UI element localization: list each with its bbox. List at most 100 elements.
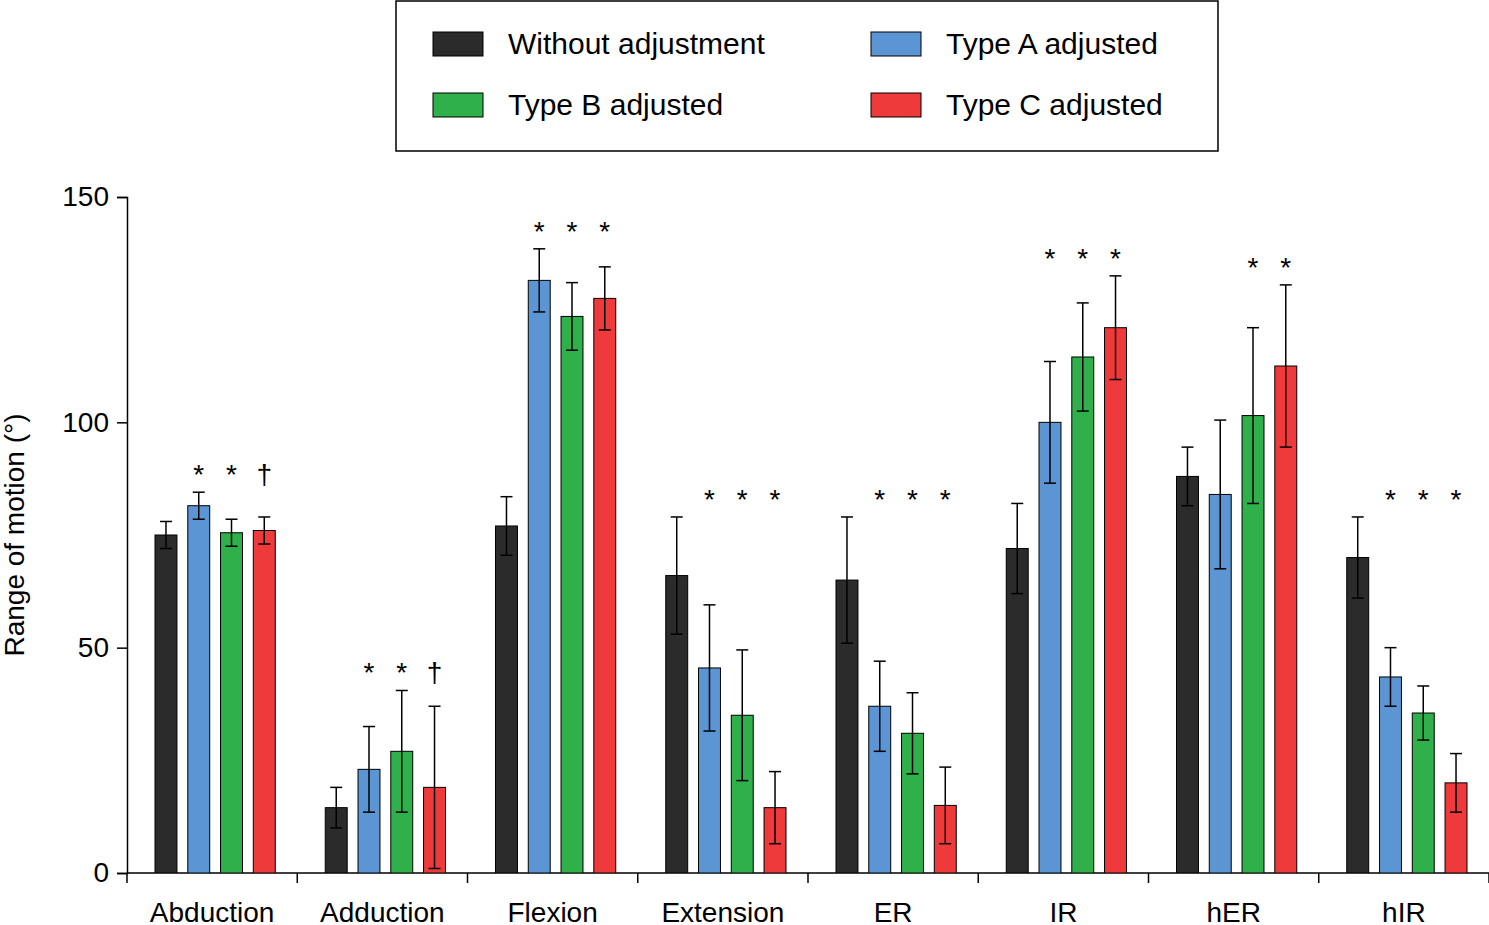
legend-frame: [396, 1, 1218, 151]
y-tick-label: 50: [78, 632, 109, 663]
bar: [1347, 558, 1369, 873]
error-bar-cap: [258, 543, 270, 545]
error-bar-stem: [1252, 328, 1254, 504]
x-tick-mark: [637, 873, 639, 883]
error-bar-cap: [1280, 284, 1292, 286]
significance-marker: *: [1045, 243, 1056, 274]
error-bar-cap: [533, 311, 545, 313]
significance-marker: *: [599, 216, 610, 247]
error-bar-cap: [396, 690, 408, 692]
significance-marker: *: [396, 657, 407, 688]
significance-marker: *: [704, 484, 715, 515]
error-bar-stem: [264, 517, 266, 544]
error-bar-cap: [258, 516, 270, 518]
x-tick-label: Adduction: [320, 897, 445, 925]
significance-marker: *: [1418, 484, 1429, 515]
error-bar-cap: [226, 518, 238, 520]
significance-marker: *: [1385, 484, 1396, 515]
y-tick-label: 100: [62, 407, 109, 438]
error-bar-cap: [1077, 410, 1089, 412]
y-tick-mark: [117, 422, 127, 424]
y-tick: 150: [62, 181, 127, 212]
error-bar-cap: [1044, 361, 1056, 363]
error-bar-stem: [538, 249, 540, 312]
error-bar-stem: [1082, 303, 1084, 411]
error-bar-cap: [193, 518, 205, 520]
error-bar-cap: [1450, 753, 1462, 755]
error-bar-stem: [1187, 447, 1189, 506]
error-bar-stem: [165, 521, 167, 548]
error-bar-cap: [769, 843, 781, 845]
error-bar: [1280, 285, 1292, 447]
error-bar-cap: [1181, 505, 1193, 507]
x-tick-label: Flexion: [507, 897, 597, 925]
series: [188, 249, 1402, 873]
error-bar: [429, 706, 441, 868]
error-bar: [258, 517, 270, 544]
error-bar: [1181, 447, 1193, 506]
error-bar: [1110, 276, 1122, 380]
error-bar-cap: [226, 546, 238, 548]
error-bar-stem: [879, 661, 881, 751]
error-bar-cap: [671, 516, 683, 518]
error-bar-cap: [841, 516, 853, 518]
x-tick-mark: [1148, 873, 1150, 883]
legend-item: Type A adjusted: [871, 27, 1158, 60]
significance-marker: *: [1280, 252, 1291, 283]
annotations: **†**†*****************: [193, 216, 1461, 689]
error-bar-cap: [566, 282, 578, 284]
significance-marker: *: [364, 657, 375, 688]
error-bar-cap: [703, 730, 715, 732]
error-bar-cap: [1110, 379, 1122, 381]
error-bar-cap: [907, 692, 919, 694]
error-bar: [1077, 303, 1089, 411]
error-bar-stem: [1016, 503, 1018, 593]
legend-item: Type C adjusted: [871, 88, 1163, 121]
error-bar-cap: [566, 349, 578, 351]
error-bar-cap: [907, 773, 919, 775]
significance-marker: *: [1451, 484, 1462, 515]
error-bar-stem: [1423, 686, 1425, 740]
error-bar-stem: [1049, 361, 1051, 483]
error-bar: [599, 267, 611, 330]
error-bar-cap: [1247, 503, 1259, 505]
error-bar-cap: [1044, 482, 1056, 484]
error-bar-cap: [1450, 811, 1462, 813]
bar: [1177, 476, 1199, 873]
error-bar-cap: [736, 649, 748, 651]
significance-marker: *: [534, 216, 545, 247]
significance-marker: *: [1110, 243, 1121, 274]
legend: Without adjustmentType A adjustedType B …: [396, 1, 1218, 151]
bar: [188, 506, 210, 873]
error-bar-cap: [363, 811, 375, 813]
error-bar-cap: [1214, 568, 1226, 570]
error-bar-cap: [1110, 275, 1122, 277]
error-bar-cap: [1417, 685, 1429, 687]
error-bar: [1247, 328, 1259, 504]
y-tick-mark: [117, 647, 127, 649]
y-axis: 0 50 100 150: [62, 181, 127, 888]
error-bar: [396, 690, 408, 812]
bar: [561, 316, 583, 873]
error-bar-stem: [335, 787, 337, 828]
error-bar-stem: [1357, 517, 1359, 598]
legend-label: Type B adjusted: [508, 88, 723, 121]
legend-swatch: [433, 93, 483, 117]
error-bar-cap: [193, 491, 205, 493]
significance-marker: *: [737, 484, 748, 515]
bar: [528, 280, 550, 873]
y-tick: 0: [93, 857, 127, 888]
significance-marker: *: [226, 459, 237, 490]
error-bar-cap: [1247, 327, 1259, 329]
significance-marker: †: [427, 657, 443, 688]
error-bar-cap: [1181, 446, 1193, 448]
legend-label: Type A adjusted: [946, 27, 1158, 60]
series: [253, 267, 1467, 873]
x-tick-mark: [1488, 873, 1489, 883]
bar: [1006, 549, 1028, 873]
error-bar-cap: [1384, 647, 1396, 649]
significance-marker: *: [940, 484, 951, 515]
bar: [155, 535, 177, 873]
legend-swatch: [871, 93, 921, 117]
error-bar-cap: [599, 266, 611, 268]
